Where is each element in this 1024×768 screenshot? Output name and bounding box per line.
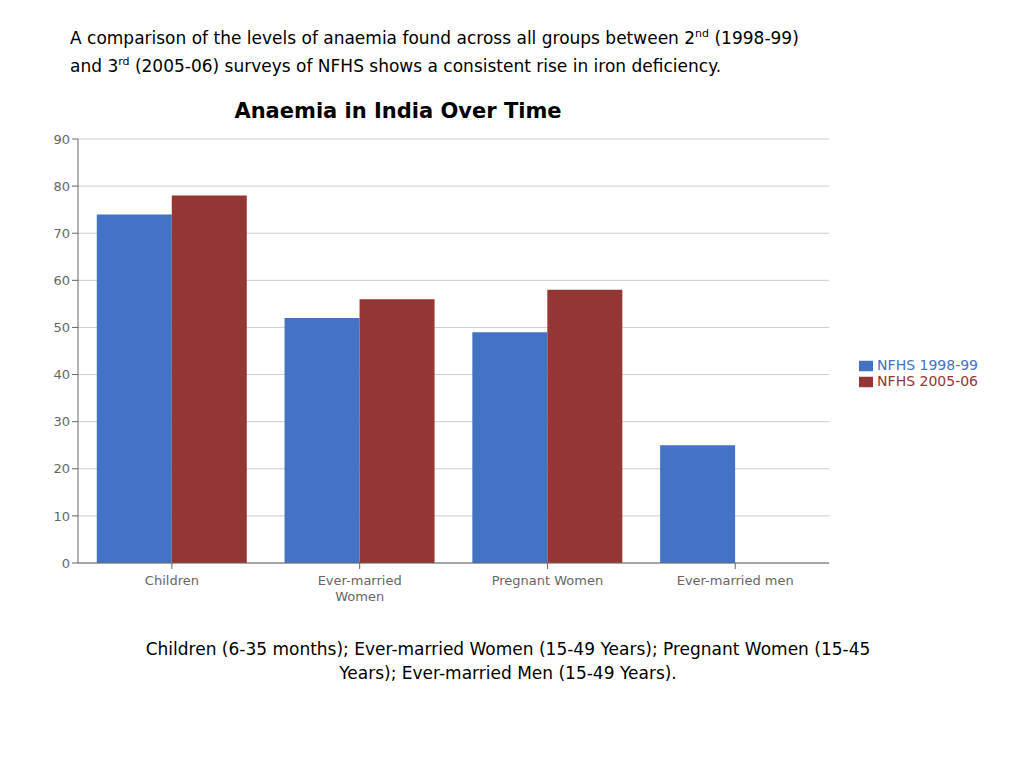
html-text:NFHS 1998-99: NFHS 1998-99 (877, 357, 978, 374)
html-text:A comparison of the levels of: A comparison of the levels of anaemia fo… (70, 27, 799, 48)
html-text:Children (6-35 months); Ever-m: Children (6-35 months); Ever-married Wom… (145, 639, 871, 684)
svg-text:0: 0 (62, 556, 70, 571)
svg-text:90: 90 (53, 132, 70, 147)
html-text:and 3rd(2005-06) surveys of NF: and 3rd(2005-06) surveys of NFHS shows a… (70, 54, 722, 76)
svg-text:Children: Children (145, 573, 199, 588)
svg-text:50: 50 (53, 320, 70, 335)
html-text:Anaemia in India Over Time: Anaemia in India Over Time (234, 99, 562, 124)
svg-text:20: 20 (53, 462, 70, 477)
svg-text:40: 40 (53, 367, 70, 382)
svg-text:Pregnant Women: Pregnant Women (492, 573, 604, 588)
svg-text:10: 10 (53, 509, 70, 524)
html-text:NFHS 2005-06: NFHS 2005-06 (877, 373, 978, 390)
svg-text:70: 70 (53, 226, 70, 241)
svg-text:Ever-marriedWomen: Ever-marriedWomen (318, 573, 402, 604)
svg-text:30: 30 (53, 415, 70, 430)
svg-text:60: 60 (53, 273, 70, 288)
svg-text:80: 80 (53, 179, 70, 194)
svg-text:Ever-married men: Ever-married men (677, 573, 794, 588)
